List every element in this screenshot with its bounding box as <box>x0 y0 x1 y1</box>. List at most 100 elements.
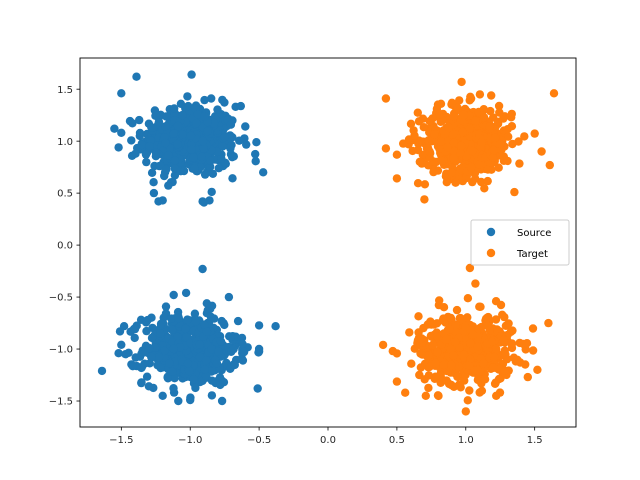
y-axis: −1.5 −1.0 −0.5 0.0 0.5 1.0 1.5 <box>49 85 80 408</box>
legend-target-marker-icon <box>486 248 496 258</box>
data-point <box>251 149 260 159</box>
data-point <box>175 343 185 352</box>
data-point <box>476 302 485 311</box>
data-point <box>117 340 126 349</box>
data-point <box>128 362 137 371</box>
data-point <box>97 366 107 376</box>
data-point <box>228 174 237 183</box>
data-point <box>190 164 199 173</box>
data-point <box>433 332 442 341</box>
data-point <box>464 361 474 370</box>
y-tick-label: 1.0 <box>57 137 73 148</box>
data-point <box>489 145 498 155</box>
series-target-points <box>378 77 559 416</box>
data-point <box>187 70 196 79</box>
data-point <box>447 168 456 177</box>
data-point <box>149 383 158 393</box>
data-point <box>137 140 146 150</box>
data-point <box>201 371 211 381</box>
data-point <box>198 136 208 146</box>
data-point <box>216 337 225 346</box>
data-point <box>452 305 462 315</box>
data-point <box>189 153 198 162</box>
data-point <box>145 343 154 353</box>
data-point <box>119 322 129 331</box>
data-point <box>490 353 499 362</box>
legend: Source Target <box>470 219 570 266</box>
data-point <box>459 110 469 120</box>
data-point <box>407 359 416 368</box>
data-point <box>213 105 222 114</box>
data-point <box>173 121 183 131</box>
data-point <box>530 129 539 138</box>
data-point <box>173 140 182 149</box>
data-point <box>212 359 222 368</box>
data-point <box>477 386 487 395</box>
data-point <box>236 101 245 111</box>
data-point <box>401 388 410 397</box>
data-point <box>414 312 423 321</box>
data-point <box>455 380 464 389</box>
data-point <box>483 321 492 331</box>
data-point <box>420 180 430 189</box>
data-point <box>471 116 480 126</box>
legend-label-target: Target <box>516 249 548 260</box>
data-point <box>161 138 170 148</box>
data-point <box>483 176 492 186</box>
data-point <box>507 339 517 348</box>
data-point <box>504 132 513 141</box>
data-point <box>151 148 161 158</box>
x-tick-label: 1.0 <box>458 435 474 446</box>
data-point <box>170 171 180 180</box>
data-point <box>149 178 158 187</box>
data-point <box>206 312 216 321</box>
data-point <box>482 313 492 323</box>
data-point <box>457 77 466 87</box>
data-point <box>510 187 519 197</box>
data-point <box>392 174 402 183</box>
data-point <box>239 347 249 357</box>
data-point <box>449 351 458 360</box>
data-point <box>495 108 504 117</box>
data-point <box>455 96 464 105</box>
data-point <box>208 169 218 178</box>
data-point <box>114 349 123 358</box>
data-point <box>433 391 443 400</box>
data-point <box>218 142 227 151</box>
data-point <box>176 99 186 109</box>
data-point <box>199 144 208 153</box>
data-point <box>425 117 434 126</box>
data-point <box>492 391 501 400</box>
data-point <box>426 317 435 326</box>
data-point <box>158 391 167 400</box>
data-point <box>465 263 475 273</box>
data-point <box>184 366 194 376</box>
data-point <box>405 328 414 337</box>
data-point <box>137 378 146 388</box>
data-point <box>491 315 501 324</box>
data-point <box>181 324 190 334</box>
data-point <box>487 337 497 346</box>
data-point <box>229 152 238 161</box>
x-tick-label: −1.5 <box>109 435 133 446</box>
data-point <box>463 396 472 405</box>
data-point <box>432 319 442 328</box>
data-point <box>110 124 119 133</box>
data-point <box>490 133 500 143</box>
data-point <box>238 356 248 365</box>
data-point <box>425 147 434 157</box>
data-point <box>200 365 209 374</box>
data-point <box>182 332 191 342</box>
data-point <box>431 372 440 381</box>
data-point <box>498 310 507 319</box>
x-axis: −1.5 −1.0 −0.5 0.0 0.5 1.0 1.5 <box>109 427 543 446</box>
data-point <box>392 150 402 159</box>
data-point <box>528 324 538 333</box>
data-point <box>508 139 517 149</box>
data-point <box>424 383 433 393</box>
x-tick-label: −1.0 <box>178 435 202 446</box>
data-point <box>156 363 165 373</box>
data-point <box>149 188 159 198</box>
data-point <box>224 292 234 302</box>
data-point <box>156 319 166 329</box>
